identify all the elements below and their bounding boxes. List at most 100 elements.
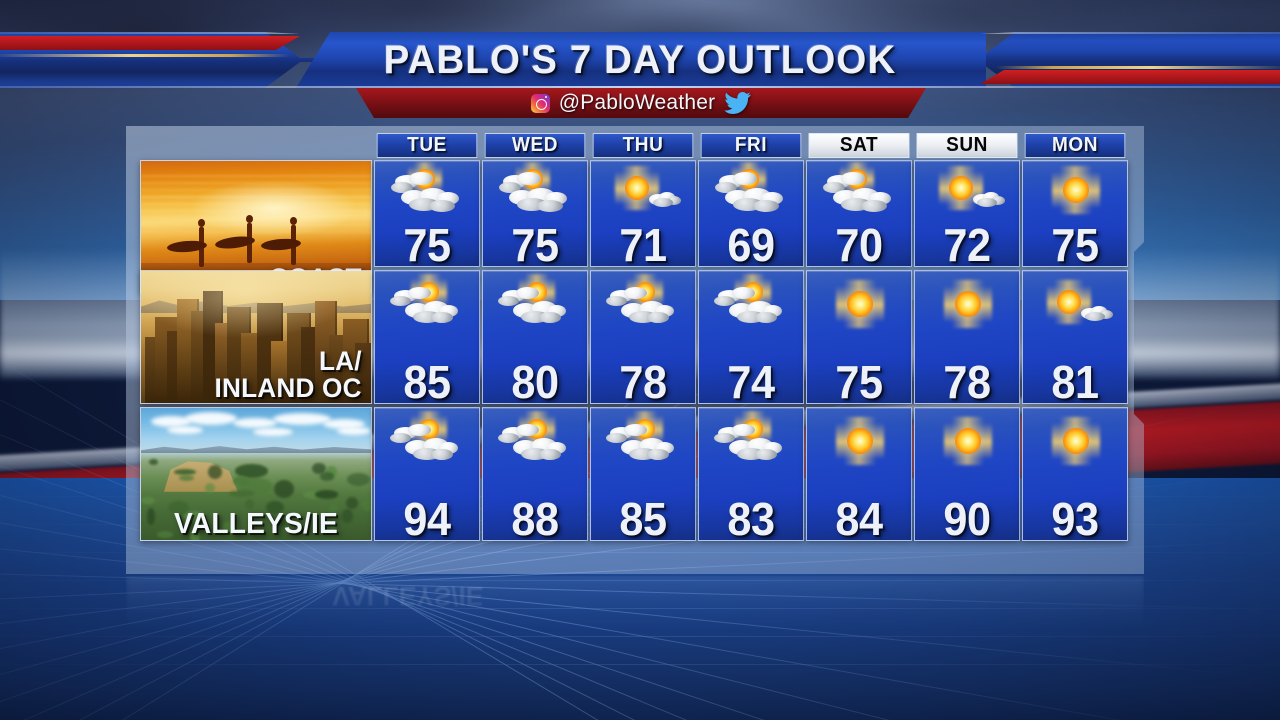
sun-disc bbox=[955, 291, 981, 317]
forecast-column-sat[interactable]: 84 bbox=[806, 407, 912, 541]
weather-icon-wrap bbox=[807, 163, 912, 215]
forecast-column-thu[interactable]: 78 bbox=[590, 270, 696, 404]
forecast-column-sat[interactable]: 75 bbox=[806, 270, 912, 404]
forecast-cell[interactable]: 80 bbox=[482, 270, 588, 404]
twitter-icon[interactable] bbox=[724, 92, 751, 114]
temperature-value: 78 bbox=[918, 359, 1016, 404]
partly-cloudy-icon bbox=[375, 414, 480, 466]
cloud-puff bbox=[755, 449, 777, 460]
cloud-puff bbox=[429, 200, 455, 212]
forecast-cell[interactable]: 78 bbox=[590, 270, 696, 404]
sun-disc bbox=[1063, 428, 1089, 454]
temperature-value: 75 bbox=[1026, 222, 1124, 267]
forecast-column-fri[interactable]: 74 bbox=[698, 270, 804, 404]
cloud-puff bbox=[516, 287, 539, 299]
forecast-column-sun[interactable]: 78 bbox=[914, 270, 1020, 404]
forecast-column-mon[interactable]: MON 75 bbox=[1022, 133, 1128, 267]
forecast-cell[interactable]: 71 bbox=[590, 160, 696, 267]
forecast-cell[interactable]: 70 bbox=[806, 160, 912, 267]
cloud-puff bbox=[537, 200, 563, 212]
forecast-cell[interactable]: 74 bbox=[698, 270, 804, 404]
forecast-column-tue[interactable]: 94 bbox=[374, 407, 480, 541]
forecast-cell[interactable]: 81 bbox=[1022, 270, 1128, 404]
forecast-column-tue[interactable]: TUE 75 bbox=[374, 133, 480, 267]
hillside bbox=[157, 458, 243, 492]
sunny-icon bbox=[807, 277, 912, 329]
page-title: PABLO'S 7 DAY OUTLOOK bbox=[26, 32, 1255, 88]
sky-cloud bbox=[337, 427, 371, 435]
cloud-puff bbox=[753, 200, 779, 212]
surfer-head bbox=[290, 217, 297, 225]
forecast-cell[interactable]: 69 bbox=[698, 160, 804, 267]
vegetation bbox=[346, 497, 358, 509]
temperature-value: 78 bbox=[594, 359, 692, 404]
sunny-icon bbox=[1023, 414, 1128, 466]
forecast-column-thu[interactable]: 85 bbox=[590, 407, 696, 541]
forecast-column-sun[interactable]: 90 bbox=[914, 407, 1020, 541]
sky-cloud bbox=[185, 412, 237, 425]
forecast-row: COASTTUE75WED75THU71FRI69SAT70SUN72MON75 bbox=[140, 133, 1128, 267]
forecast-column-sat[interactable]: SAT 70 bbox=[806, 133, 912, 267]
temperature-value: 85 bbox=[378, 359, 476, 404]
cloud-puff bbox=[861, 200, 887, 212]
vegetation bbox=[361, 497, 372, 512]
day-header-mon[interactable]: MON bbox=[1025, 133, 1126, 158]
forecast-column-wed[interactable]: 88 bbox=[482, 407, 588, 541]
forecast-cell[interactable]: 72 bbox=[914, 160, 1020, 267]
day-header-tue[interactable]: TUE bbox=[377, 133, 478, 158]
forecast-cell[interactable]: 93 bbox=[1022, 407, 1128, 541]
forecast-column-wed[interactable]: WED 75 bbox=[482, 133, 588, 267]
forecast-column-wed[interactable]: 80 bbox=[482, 270, 588, 404]
temperature-value: 71 bbox=[594, 222, 692, 267]
temperature-value: 75 bbox=[378, 222, 476, 267]
forecast-column-mon[interactable]: 93 bbox=[1022, 407, 1128, 541]
day-header-sat[interactable]: SAT bbox=[809, 133, 910, 158]
forecast-cell[interactable]: 85 bbox=[374, 270, 480, 404]
region-tile-valleys-ie[interactable]: VALLEYS/IE bbox=[140, 407, 372, 541]
day-header-thu[interactable]: THU bbox=[593, 133, 694, 158]
cloud-puff bbox=[755, 312, 777, 323]
vegetation bbox=[174, 469, 196, 475]
water-streak bbox=[141, 217, 371, 219]
partly-cloudy-icon bbox=[483, 414, 588, 466]
forecast-column-fri[interactable]: FRI 69 bbox=[698, 133, 804, 267]
day-header-wed[interactable]: WED bbox=[485, 133, 586, 158]
forecast-cell[interactable]: 90 bbox=[914, 407, 1020, 541]
surfboard bbox=[261, 238, 302, 252]
vegetation bbox=[229, 490, 254, 497]
surfer-silhouette bbox=[247, 223, 252, 263]
forecast-cell[interactable]: 88 bbox=[482, 407, 588, 541]
forecast-cell[interactable]: 78 bbox=[914, 270, 1020, 404]
surfer-head bbox=[246, 215, 253, 223]
forecast-cell[interactable]: 75 bbox=[806, 270, 912, 404]
forecast-column-mon[interactable]: 81 bbox=[1022, 270, 1128, 404]
instagram-icon[interactable] bbox=[531, 94, 550, 113]
forecast-cell[interactable]: 85 bbox=[590, 407, 696, 541]
cloud-puff bbox=[624, 424, 647, 436]
forecast-column-fri[interactable]: 83 bbox=[698, 407, 804, 541]
partly-cloudy-icon bbox=[699, 414, 804, 466]
temperature-value: 75 bbox=[486, 222, 584, 267]
weather-icon-wrap bbox=[699, 163, 804, 215]
vegetation bbox=[315, 490, 339, 499]
forecast-cell[interactable]: 75 bbox=[482, 160, 588, 267]
vegetation bbox=[347, 473, 370, 486]
water-streak bbox=[141, 182, 371, 184]
forecast-cell[interactable]: 84 bbox=[806, 407, 912, 541]
forecast-column-thu[interactable]: THU 71 bbox=[590, 133, 696, 267]
forecast-column-sun[interactable]: SUN 72 bbox=[914, 133, 1020, 267]
forecast-column-tue[interactable]: 85 bbox=[374, 270, 480, 404]
vegetation bbox=[274, 480, 294, 498]
mostly-sunny-icon bbox=[591, 163, 696, 215]
day-header-sun[interactable]: SUN bbox=[917, 133, 1018, 158]
cloud-puff bbox=[733, 172, 757, 185]
forecast-cell[interactable]: 94 bbox=[374, 407, 480, 541]
forecast-cell[interactable]: 83 bbox=[698, 407, 804, 541]
water-streak bbox=[141, 210, 371, 212]
forecast-cell[interactable]: 75 bbox=[374, 160, 480, 267]
region-tile-la-inland-oc[interactable]: LA/ INLAND OC bbox=[140, 270, 372, 404]
water-streak bbox=[141, 196, 371, 198]
day-header-fri[interactable]: FRI bbox=[701, 133, 802, 158]
forecast-cell[interactable]: 75 bbox=[1022, 160, 1128, 267]
temperature-value: 75 bbox=[810, 359, 908, 404]
